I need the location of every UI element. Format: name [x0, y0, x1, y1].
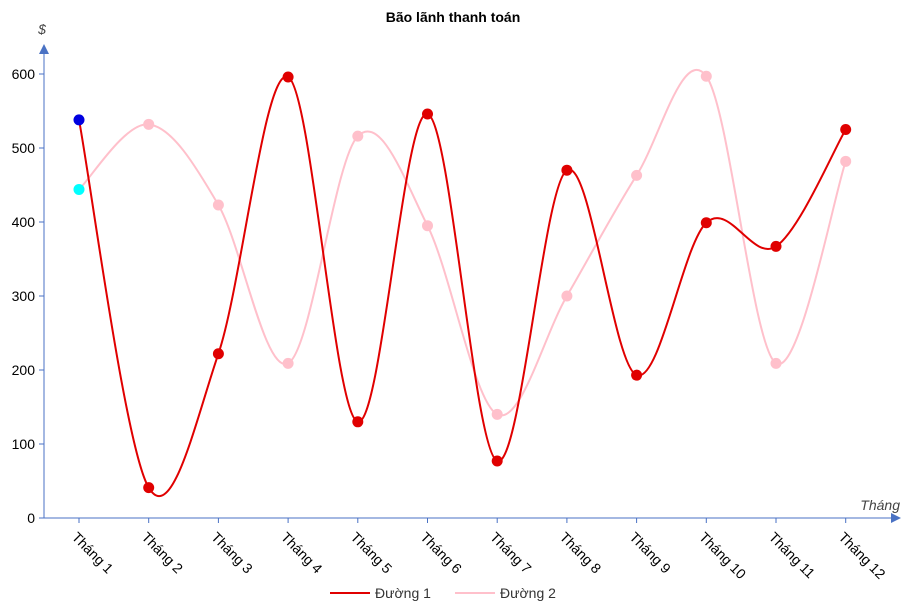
axes [39, 44, 901, 523]
data-point-series-2[interactable] [352, 130, 364, 142]
x-axis-label: Tháng [860, 497, 900, 513]
y-axis-arrow [39, 44, 49, 54]
data-point-series-2[interactable] [840, 155, 852, 167]
data-point-series-2[interactable] [770, 357, 782, 369]
y-tick-label: 500 [12, 140, 36, 156]
x-tick-label: Tháng 10 [696, 529, 749, 582]
x-tick-label: Tháng 7 [487, 529, 535, 577]
x-ticks: Tháng 1 Tháng 2 Tháng 3 Tháng 4 Tháng 5 Tháng… [69, 518, 889, 582]
data-point-series-1[interactable] [631, 369, 643, 381]
x-tick-label: Tháng 6 [417, 529, 465, 577]
legend-label-series-1: Đường 1 [375, 585, 431, 601]
series-line-1 [78, 75, 847, 498]
x-tick-label: Tháng 4 [278, 529, 326, 577]
data-point-series-1[interactable] [352, 416, 364, 428]
legend-label-series-2: Đường 2 [500, 585, 556, 601]
x-tick-label: Tháng 11 [766, 529, 819, 582]
y-tick-label: 0 [27, 510, 35, 526]
x-tick-label: Tháng 1 [69, 529, 117, 577]
x-tick-label: Tháng 12 [836, 529, 889, 582]
legend-item-series-1[interactable]: Đường 1 [330, 585, 431, 601]
data-point-series-2[interactable] [491, 408, 503, 420]
data-point-series-2[interactable] [212, 199, 224, 211]
data-point-series-1[interactable] [840, 124, 852, 135]
legend: Đường 1 Đường 2 [330, 585, 556, 601]
chart-title: Bão lãnh thanh toán [386, 9, 521, 25]
x-axis-arrow [891, 513, 901, 523]
data-point-series-2[interactable] [631, 169, 643, 181]
y-tick-label: 400 [12, 214, 36, 230]
x-tick-label: Tháng 2 [139, 529, 187, 577]
data-point-series-1[interactable] [422, 108, 433, 120]
y-tick-label: 100 [12, 436, 36, 452]
x-tick-label: Tháng 9 [626, 529, 674, 577]
data-point-series-2[interactable] [422, 220, 433, 232]
x-tick-label: Tháng 3 [208, 529, 256, 577]
legend-item-series-2[interactable]: Đường 2 [455, 585, 556, 601]
data-point-series-2[interactable] [143, 118, 155, 130]
data-point-series-1[interactable] [561, 164, 573, 176]
data-point-series-2[interactable] [282, 357, 294, 369]
data-point-series-2[interactable] [561, 290, 573, 302]
y-axis-label: $ [37, 21, 46, 37]
series-points [73, 70, 852, 494]
x-tick-label: Tháng 5 [348, 529, 396, 577]
data-point-series-1[interactable] [700, 217, 712, 229]
data-point-series-2[interactable] [73, 183, 85, 195]
data-point-series-1[interactable] [491, 455, 503, 467]
y-tick-label: 600 [12, 66, 36, 82]
data-point-series-1[interactable] [770, 240, 782, 252]
data-point-series-2[interactable] [700, 70, 712, 82]
y-ticks: 0 100 200 300 400 500 600 [12, 66, 44, 526]
data-point-series-1[interactable] [73, 114, 85, 126]
data-point-series-1[interactable] [143, 482, 155, 494]
y-tick-label: 200 [12, 362, 36, 378]
x-tick-label: Tháng 8 [557, 529, 605, 577]
data-point-series-1[interactable] [212, 348, 224, 360]
series-line-2 [78, 68, 847, 417]
data-point-series-1[interactable] [282, 71, 294, 83]
series-lines [78, 68, 847, 498]
y-tick-label: 300 [12, 288, 36, 304]
